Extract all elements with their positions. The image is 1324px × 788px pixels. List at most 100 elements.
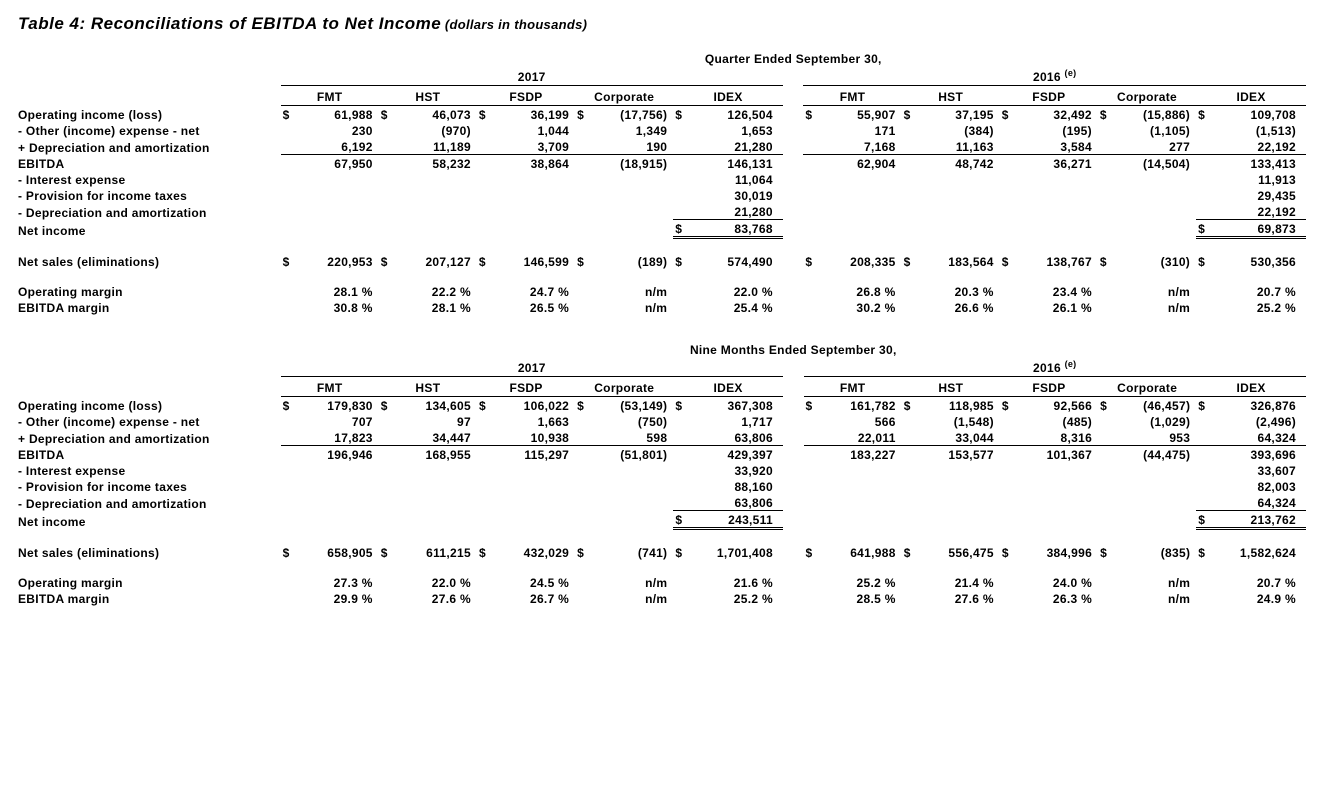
data-cell — [575, 220, 673, 238]
data-cell: $69,873 — [1196, 220, 1306, 238]
column-header: FMT — [281, 90, 379, 106]
data-cell: 33,044 — [902, 429, 1000, 446]
data-cell — [1098, 220, 1196, 238]
row-label: - Provision for income taxes — [18, 478, 281, 494]
data-cell — [803, 171, 901, 187]
data-cell — [477, 511, 575, 529]
data-cell — [1000, 494, 1098, 511]
data-cell: (195) — [1000, 122, 1098, 138]
data-cell: 1,653 — [673, 122, 783, 138]
data-cell: 171 — [803, 122, 901, 138]
data-cell: 26.6 % — [902, 299, 1000, 315]
data-cell — [1000, 187, 1098, 203]
data-cell — [1098, 494, 1196, 511]
data-cell — [1098, 187, 1196, 203]
data-cell: 25.2 % — [673, 590, 783, 606]
data-cell: $658,905 — [281, 544, 379, 560]
reconciliation-table: Quarter Ended September 30,20172016 (e)F… — [18, 52, 1306, 315]
data-cell: 17,823 — [281, 429, 379, 446]
data-cell: 707 — [281, 413, 379, 429]
data-cell: 8,316 — [1000, 429, 1098, 446]
data-cell — [902, 494, 1000, 511]
data-cell — [379, 171, 477, 187]
data-cell: (44,475) — [1098, 446, 1196, 463]
data-cell — [281, 511, 379, 529]
data-cell: 30.8 % — [281, 299, 379, 315]
data-cell — [575, 203, 673, 220]
data-cell: 146,131 — [673, 155, 783, 172]
data-cell: 24.0 % — [1000, 574, 1098, 590]
row-label: EBITDA — [18, 446, 281, 463]
row-label: - Interest expense — [18, 462, 281, 478]
data-cell: $208,335 — [803, 253, 901, 269]
column-header: FSDP — [477, 381, 575, 397]
row-label: EBITDA margin — [18, 299, 281, 315]
data-cell: 30,019 — [673, 187, 783, 203]
data-cell: 24.9 % — [1196, 590, 1306, 606]
data-cell: 33,920 — [673, 462, 783, 478]
data-cell: 29.9 % — [281, 590, 379, 606]
data-cell: 26.3 % — [1000, 590, 1098, 606]
data-cell: $574,490 — [673, 253, 783, 269]
row-label: - Depreciation and amortization — [18, 203, 281, 220]
data-cell — [477, 494, 575, 511]
data-cell — [281, 203, 379, 220]
data-cell: 26.1 % — [1000, 299, 1098, 315]
data-cell — [477, 203, 575, 220]
data-cell: 20.7 % — [1196, 574, 1306, 590]
data-cell: n/m — [575, 299, 673, 315]
data-cell: $83,768 — [673, 220, 783, 238]
data-cell — [1098, 171, 1196, 187]
data-cell — [477, 187, 575, 203]
row-label: Net income — [18, 220, 281, 238]
table-row: Operating margin28.1 %22.2 %24.7 %n/m22.… — [18, 283, 1306, 299]
data-cell: 27.6 % — [902, 590, 1000, 606]
data-cell — [804, 494, 902, 511]
data-cell — [575, 494, 673, 511]
table-row: Operating margin27.3 %22.0 %24.5 %n/m21.… — [18, 574, 1306, 590]
row-label: Operating margin — [18, 283, 281, 299]
data-cell: $55,907 — [803, 106, 901, 123]
data-cell — [477, 171, 575, 187]
data-cell: $384,996 — [1000, 544, 1098, 560]
data-cell — [575, 462, 673, 478]
data-cell: 97 — [379, 413, 477, 429]
table-row: - Provision for income taxes30,01929,435 — [18, 187, 1306, 203]
data-cell: $641,988 — [804, 544, 902, 560]
data-cell: $37,195 — [902, 106, 1000, 123]
data-cell — [1098, 203, 1196, 220]
data-cell — [477, 478, 575, 494]
data-cell: $32,492 — [1000, 106, 1098, 123]
data-cell: 22.0 % — [673, 283, 783, 299]
data-cell: $530,356 — [1196, 253, 1306, 269]
column-header: Corporate — [575, 381, 673, 397]
data-cell: $1,582,624 — [1196, 544, 1306, 560]
data-cell — [379, 478, 477, 494]
data-cell: 11,913 — [1196, 171, 1306, 187]
data-cell: 153,577 — [902, 446, 1000, 463]
row-label: - Provision for income taxes — [18, 187, 281, 203]
table-row: Net income$243,511$213,762 — [18, 511, 1306, 529]
data-cell: (14,504) — [1098, 155, 1196, 172]
data-cell: 11,163 — [902, 138, 1000, 155]
data-cell: 1,044 — [477, 122, 575, 138]
data-cell: 36,271 — [1000, 155, 1098, 172]
data-cell: $556,475 — [902, 544, 1000, 560]
table-row: - Provision for income taxes88,16082,003 — [18, 478, 1306, 494]
year-header-right: 2016 (e) — [804, 359, 1307, 377]
data-cell — [902, 203, 1000, 220]
data-cell — [902, 462, 1000, 478]
table-row: - Interest expense33,92033,607 — [18, 462, 1306, 478]
table-row: + Depreciation and amortization17,82334,… — [18, 429, 1306, 446]
data-cell — [1000, 220, 1098, 238]
table-title: Table 4: Reconciliations of EBITDA to Ne… — [18, 14, 1306, 34]
data-cell: $126,504 — [673, 106, 783, 123]
data-cell — [1000, 511, 1098, 529]
table-row: Operating income (loss)$179,830$134,605$… — [18, 397, 1306, 414]
data-cell: $611,215 — [379, 544, 477, 560]
data-cell — [477, 462, 575, 478]
data-cell: $432,029 — [477, 544, 575, 560]
data-cell: 63,806 — [673, 494, 783, 511]
data-cell: 34,447 — [379, 429, 477, 446]
data-cell: 101,367 — [1000, 446, 1098, 463]
